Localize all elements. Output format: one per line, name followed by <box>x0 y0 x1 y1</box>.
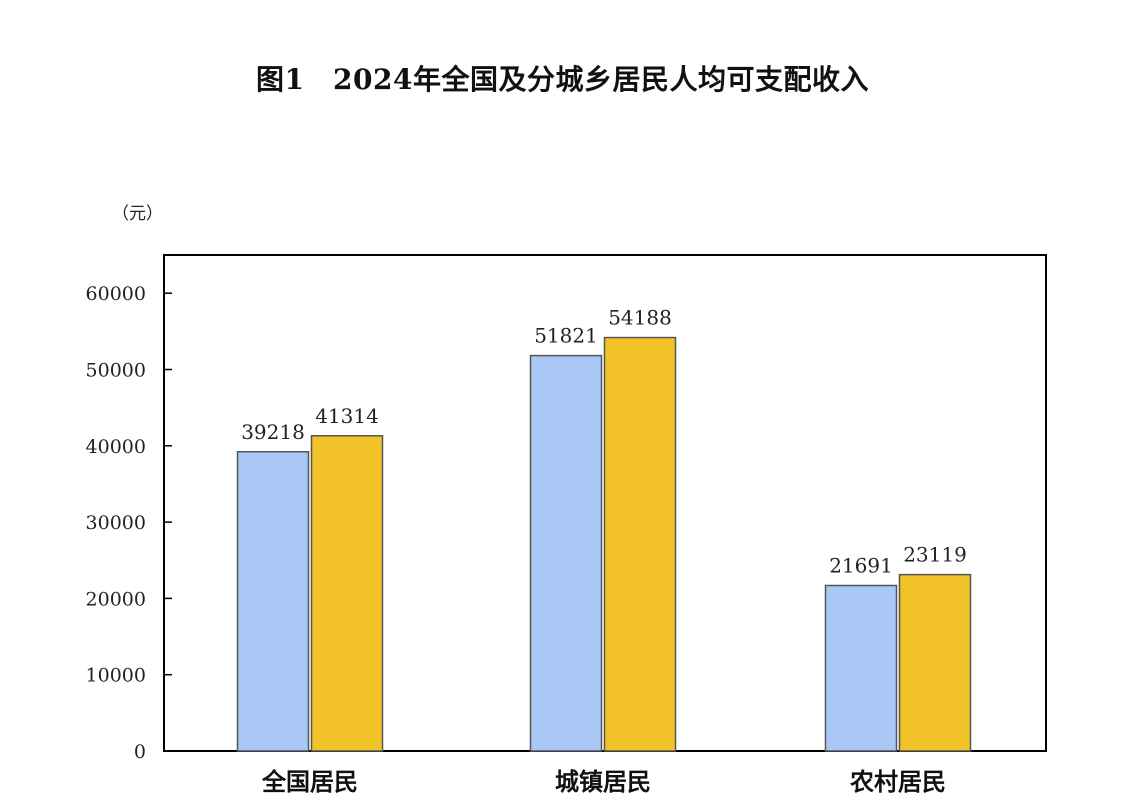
chart-title: 图1 2024年全国及分城乡居民人均可支配收入 <box>256 63 869 96</box>
bars <box>236 336 972 752</box>
data-label: 51821 <box>534 324 598 348</box>
y-tick-label: 60000 <box>86 283 146 305</box>
bar <box>310 435 384 752</box>
x-category-label: 全国居民 <box>261 768 358 796</box>
x-category-label: 农村居民 <box>849 768 946 796</box>
data-label: 54188 <box>608 306 672 330</box>
x-axis: 全国居民 城镇居民 农村居民 <box>261 768 946 796</box>
y-tick-label: 0 <box>134 741 146 763</box>
y-tick-label: 50000 <box>86 360 146 382</box>
bar <box>529 354 603 752</box>
bar <box>898 573 972 752</box>
data-label: 39218 <box>241 420 305 444</box>
data-label: 41314 <box>315 404 379 428</box>
bar <box>236 451 310 752</box>
bar <box>603 336 677 752</box>
y-tick-label: 10000 <box>86 665 146 687</box>
y-axis: 0 10000 20000 30000 40000 50000 60000 <box>86 283 172 763</box>
y-tick-label: 40000 <box>86 436 146 458</box>
data-label: 21691 <box>829 553 893 577</box>
data-label: 23119 <box>903 543 967 567</box>
y-tick-label: 30000 <box>86 512 146 534</box>
bar <box>824 584 898 752</box>
x-category-label: 城镇居民 <box>555 768 651 796</box>
y-tick-label: 20000 <box>86 588 146 610</box>
data-labels: 39218 41314 51821 54188 21691 23119 <box>241 306 967 578</box>
y-axis-unit-label: （元） <box>112 204 163 224</box>
